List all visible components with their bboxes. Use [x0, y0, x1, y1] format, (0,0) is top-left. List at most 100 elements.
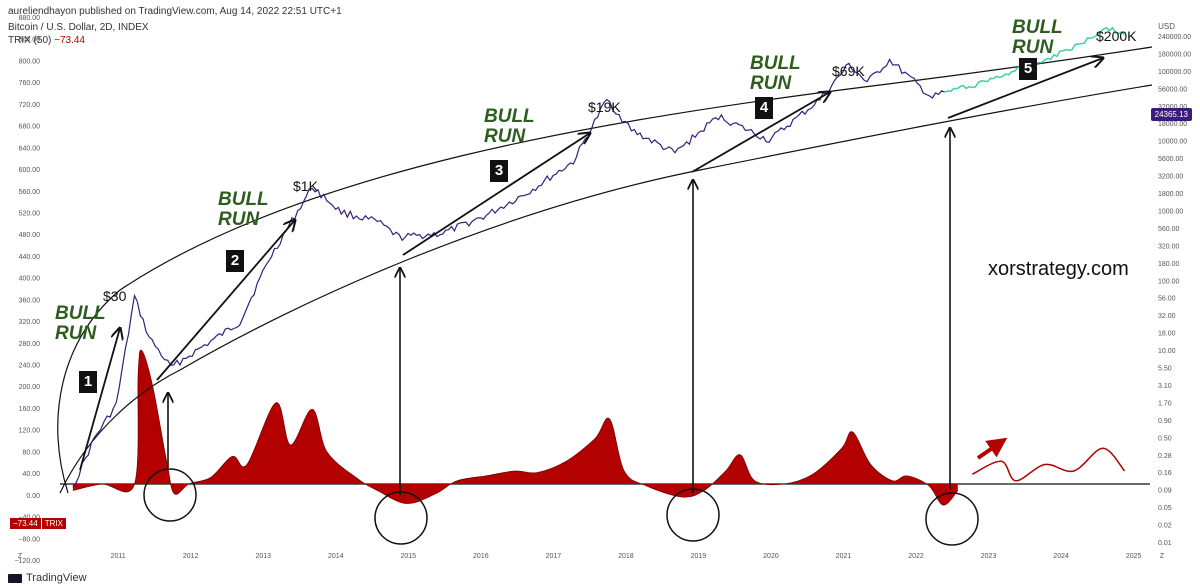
- left-y-axis: 880.00 840.00 800.00 760.00 720.00 680.00 640.…: [15, 15, 41, 565]
- right-axis-tick-label: 18000.00: [1158, 121, 1187, 128]
- right-axis-tick-label: 3200.00: [1158, 174, 1183, 181]
- cycle-arrow-5: [947, 58, 1103, 119]
- right-axis-tick-label: 3.10: [1158, 383, 1172, 390]
- bottom-circle-4: [925, 492, 979, 546]
- right-axis-tick-label: 100.00: [1158, 278, 1180, 285]
- x-axis-tick-label: 2013: [255, 553, 271, 560]
- left-axis-tick-label: 0.00: [26, 493, 40, 500]
- bottom-circle-1: [143, 468, 197, 522]
- right-axis-tick-label: 0.90: [1158, 418, 1172, 425]
- right-axis-tick-label: 0.01: [1158, 540, 1172, 547]
- right-axis-tick-label: 0.28: [1158, 453, 1172, 460]
- x-axis-tick-label: 2021: [836, 553, 852, 560]
- trix-value-badge: −73.44 TRIX: [10, 518, 67, 529]
- peak-label-5: $200K: [1096, 28, 1137, 44]
- right-axis-tick-label: 0.02: [1158, 523, 1172, 530]
- left-axis-tick-label: 280.00: [19, 341, 41, 348]
- publisher-info: aureliendhayon published on TradingView.…: [8, 6, 342, 17]
- right-axis-tick-label: 1000.00: [1158, 208, 1183, 215]
- x-axis-tick-label: Z: [1160, 553, 1165, 560]
- x-axis-tick-label: 2022: [908, 553, 924, 560]
- left-axis-tick-label: 160.00: [19, 406, 41, 413]
- left-axis-tick-label: −120.00: [15, 558, 41, 565]
- left-axis-tick-label: 440.00: [19, 254, 41, 261]
- right-axis-tick-label: 56000.00: [1158, 86, 1187, 93]
- right-axis-tick-label: 100000.00: [1158, 69, 1191, 76]
- x-axis: Z 2011 2012 2013 2014 2015 2016 2017 2018 2019 202…: [18, 553, 1165, 560]
- right-y-axis: 240000.00 180000.00 100000.00 56000.00 32000…: [1158, 34, 1191, 547]
- right-axis-tick-label: 1.70: [1158, 400, 1172, 407]
- left-axis-tick-label: 760.00: [19, 80, 41, 87]
- tradingview-logo: TradingView: [8, 572, 87, 584]
- trix-outline: [72, 349, 959, 506]
- trix-badge-label: TRIX: [41, 518, 66, 529]
- left-axis-tick-label: 400.00: [19, 276, 41, 283]
- left-axis-tick-label: 680.00: [19, 124, 41, 131]
- left-axis-tick-label: 40.00: [22, 471, 40, 478]
- right-axis-tick-label: 18.00: [1158, 331, 1176, 338]
- channel-lower-curve: [59, 84, 1153, 494]
- cycle-arrow-2: [156, 220, 295, 381]
- right-axis-tick-label: 32000.00: [1158, 104, 1187, 111]
- right-axis-tick-label: 56.00: [1158, 296, 1176, 303]
- left-axis-tick-label: 80.00: [22, 449, 40, 456]
- x-axis-tick-label: 2019: [691, 553, 707, 560]
- bull-run-label-1: BULL RUN: [55, 303, 106, 344]
- bull-run-label-4: BULL RUN: [750, 53, 801, 94]
- left-axis-tick-label: 800.00: [19, 58, 41, 65]
- left-axis-tick-label: 480.00: [19, 232, 41, 239]
- left-axis-tick-label: 520.00: [19, 210, 41, 217]
- indicator-name: TRIX (50): [8, 35, 52, 46]
- right-axis-tick-label: 0.05: [1158, 505, 1172, 512]
- left-axis-tick-label: −80.00: [18, 536, 40, 543]
- peak-label-3: $19K: [588, 99, 621, 115]
- bull-run-label-3: BULL RUN: [484, 106, 535, 147]
- left-axis-tick-label: 880.00: [19, 15, 41, 22]
- right-axis-tick-label: 560.00: [1158, 226, 1180, 233]
- right-axis-tick-label: 0.09: [1158, 488, 1172, 495]
- x-axis-tick-label: 2024: [1053, 553, 1069, 560]
- right-axis-tick-label: 180000.00: [1158, 51, 1191, 58]
- bull-run-label-5: BULL RUN: [1012, 17, 1063, 58]
- right-axis-tick-label: 180.00: [1158, 261, 1180, 268]
- left-axis-tick-label: 720.00: [19, 102, 41, 109]
- right-axis-tick-label: 10000.00: [1158, 139, 1187, 146]
- peak-label-2: $1K: [293, 178, 318, 194]
- cycle-number-5: 5: [1019, 58, 1037, 80]
- price-line: [72, 58, 945, 488]
- left-axis-tick-label: 640.00: [19, 145, 41, 152]
- x-axis-tick-label: Z: [18, 553, 23, 560]
- x-axis-tick-label: 2025: [1126, 553, 1142, 560]
- left-axis-tick-label: 320.00: [19, 319, 41, 326]
- cycle-arrow-3: [402, 133, 590, 256]
- left-axis-tick-label: 240.00: [19, 363, 41, 370]
- x-axis-tick-label: 2012: [183, 553, 199, 560]
- right-axis-tick-label: 5.50: [1158, 366, 1172, 373]
- indicator-legend: TRIX (50) −73.44: [8, 35, 85, 46]
- left-axis-tick-label: 200.00: [19, 384, 41, 391]
- peak-label-4: $69K: [832, 63, 865, 79]
- cycle-number-4: 4: [755, 97, 773, 119]
- trix-area: [72, 350, 958, 506]
- left-axis-tick-label: 600.00: [19, 167, 41, 174]
- right-axis-tick-label: 0.16: [1158, 470, 1172, 477]
- x-axis-tick-label: 2017: [546, 553, 562, 560]
- x-axis-tick-label: 2011: [111, 553, 126, 560]
- currency-label: USD: [1158, 22, 1175, 31]
- trix-badge-value: −73.44: [10, 518, 41, 529]
- x-axis-tick-label: 2018: [618, 553, 634, 560]
- x-axis-tick-label: 2015: [401, 553, 417, 560]
- right-axis-tick-label: 10.00: [1158, 348, 1176, 355]
- cycle-arrow-4: [691, 92, 830, 173]
- indicator-value: −73.44: [54, 35, 85, 46]
- left-axis-tick-label: 840.00: [19, 37, 41, 44]
- trend-up-arrow: [976, 437, 1008, 460]
- bottom-circle-3: [666, 488, 720, 542]
- right-axis-tick-label: 1800.00: [1158, 191, 1183, 198]
- last-price-tag: 24365.13: [1150, 108, 1192, 121]
- cycle-number-3: 3: [490, 160, 508, 182]
- watermark: xorstrategy.com: [988, 258, 1129, 280]
- right-axis-tick-label: 5600.00: [1158, 156, 1183, 163]
- cycle-number-2: 2: [226, 250, 244, 272]
- tradingview-icon: [8, 573, 22, 583]
